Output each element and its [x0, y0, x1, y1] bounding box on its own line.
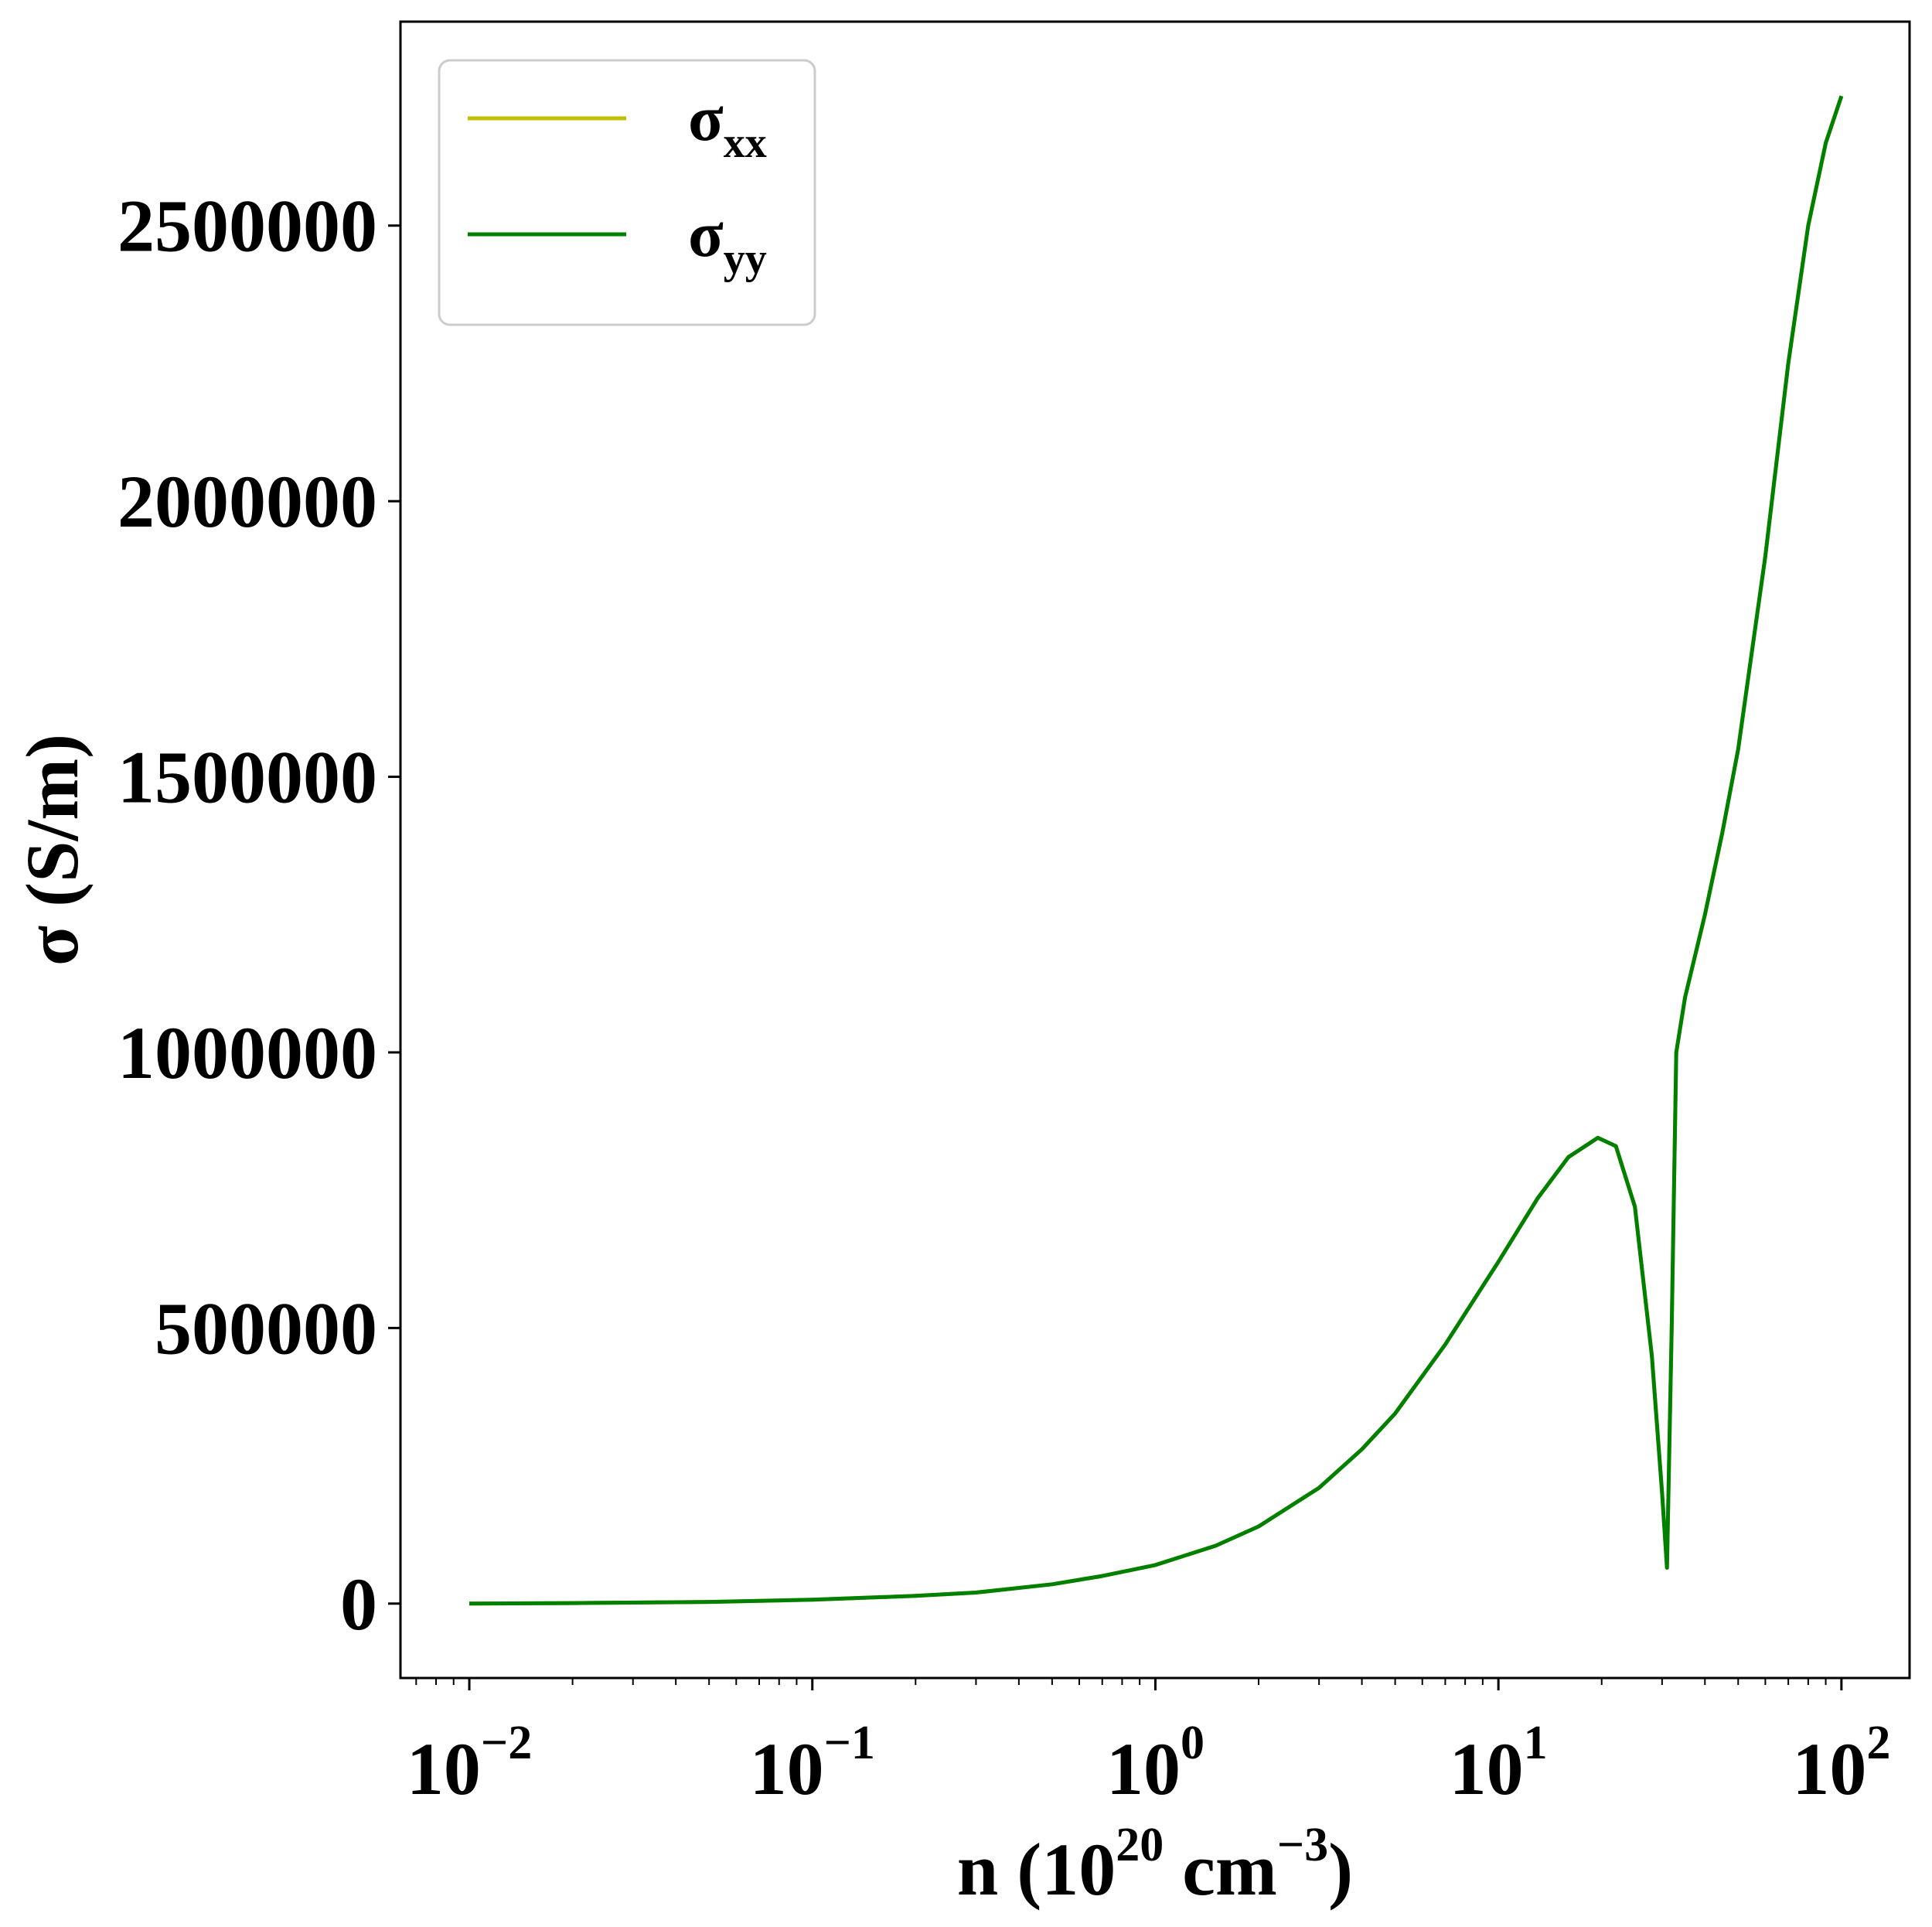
- y-tick-label: 2000000: [118, 460, 377, 543]
- x-axis-label-sup2: −3: [1277, 1819, 1328, 1871]
- x-tick-label: 10−1: [750, 1717, 875, 1810]
- series-layer: [469, 95, 1844, 1606]
- x-axis-label-end: ): [1328, 1828, 1353, 1911]
- plot-frame: [399, 20, 1911, 1680]
- x-axis-ticks: 10−2 10−1 100 101 102: [407, 1678, 1890, 1810]
- x-tick-label: 102: [1792, 1717, 1890, 1810]
- y-tick-label: 1500000: [118, 736, 377, 819]
- y-axis-label: σ (S/m): [11, 734, 94, 966]
- x-tick-label: 10−2: [407, 1717, 532, 1810]
- y-tick-label: 2500000: [118, 185, 377, 268]
- legend-box: [438, 59, 816, 326]
- x-tick-label: 100: [1106, 1717, 1205, 1810]
- y-tick-label: 1000000: [118, 1011, 377, 1094]
- x-axis-label-mid: cm: [1164, 1828, 1277, 1911]
- series-line-yy: [469, 95, 1844, 1606]
- legend-label-xx: σxx: [688, 83, 767, 167]
- y-tick-label: 0: [340, 1563, 377, 1646]
- x-tick-label: 101: [1450, 1717, 1548, 1810]
- x-axis-label: n (1020 cm−3): [957, 1819, 1353, 1911]
- y-tick-label: 500000: [155, 1287, 377, 1369]
- y-axis-ticks: 0 500000 1000000 1500000 2000000 2500000: [118, 185, 400, 1646]
- legend: σxx σyy: [438, 59, 816, 326]
- x-axis-label-base: n (10: [957, 1828, 1116, 1911]
- legend-label-yy: σyy: [688, 199, 767, 283]
- x-axis-label-sup1: 20: [1116, 1819, 1164, 1871]
